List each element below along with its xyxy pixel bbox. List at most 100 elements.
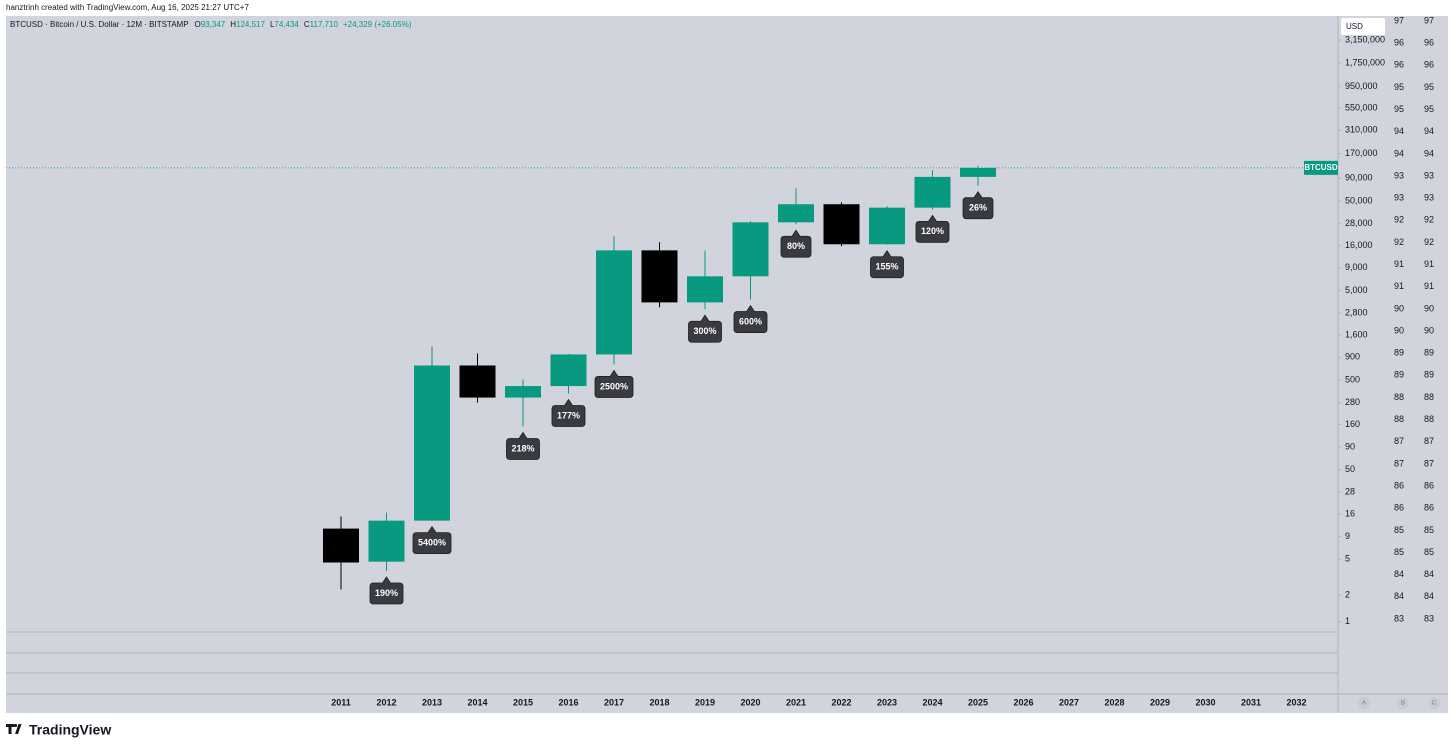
indicator-scale-label: 89 [1424, 348, 1434, 358]
x-tick-label: 2026 [1013, 697, 1033, 707]
candle-body [869, 207, 905, 245]
y-tick-label: 5,000 [1345, 285, 1368, 295]
percent-label: 26% [969, 203, 987, 213]
y-tick-label: 1 [1345, 616, 1350, 626]
x-tick-label: 2018 [649, 697, 669, 707]
y-tick-label: 280 [1345, 397, 1360, 407]
indicator-scale-label: 91 [1424, 281, 1434, 291]
x-tick-label: 2011 [331, 697, 351, 707]
indicator-scale-label: 84 [1394, 591, 1404, 601]
y-tick-label: 28 [1345, 487, 1355, 497]
x-tick-label: 2022 [831, 697, 851, 707]
y-tick-label: 1,750,000 [1345, 57, 1385, 67]
candle-body [550, 354, 587, 387]
percent-bubble: 26% [962, 190, 994, 220]
y-tick-label: 2 [1345, 589, 1350, 599]
candle-body [914, 176, 951, 208]
y-tick-label: 9,000 [1345, 262, 1368, 272]
indicator-scale-label: 92 [1424, 215, 1434, 225]
percent-bubble: 218% [506, 431, 540, 460]
currency-box[interactable] [1341, 18, 1385, 35]
indicator-scale-label: 88 [1424, 392, 1434, 402]
y-tick-label: 9 [1345, 531, 1350, 541]
y-tick-label: 2,800 [1345, 308, 1368, 318]
bubble-shape [870, 250, 904, 279]
indicator-scale-label: 96 [1424, 38, 1434, 48]
y-tick-label: 50,000 [1345, 196, 1373, 206]
scale-button[interactable] [1428, 697, 1440, 709]
indicator-scale-label: 83 [1424, 613, 1434, 623]
ohlc-value: 74,434 [274, 20, 299, 29]
scale-button[interactable] [1358, 697, 1370, 709]
x-tick-label: 2025 [968, 697, 988, 707]
indicator-scale-label: 85 [1424, 547, 1434, 557]
x-tick-label: 2024 [922, 697, 942, 707]
indicator-scale-label: 92 [1424, 237, 1434, 247]
symbol: BTCUSD · Bitcoin / U.S. Dollar · 12M · B… [10, 20, 189, 29]
ohlc-legend: O 93,347 H 124,517 L 74,434 C 117,710 +24,329 (+… [195, 20, 412, 29]
indicator-scale-label: 85 [1394, 547, 1404, 557]
scale-button-label[interactable]: B [1401, 701, 1405, 707]
indicator-scale-label: 86 [1424, 480, 1434, 490]
bubble-shape [412, 525, 452, 555]
indicator-scale-label: 84 [1394, 569, 1404, 579]
indicator-scale-label: 91 [1394, 259, 1404, 269]
x-tick-label: 2020 [740, 697, 760, 707]
x-tick-label: 2032 [1286, 697, 1306, 707]
indicator-scale-label: 87 [1394, 458, 1404, 468]
price-label: BTCUSD [1304, 163, 1338, 172]
logo-dot [13, 723, 18, 728]
currency[interactable]: USD [1346, 22, 1363, 31]
indicator-scale-label: 96 [1424, 60, 1434, 70]
scale-button[interactable] [1397, 697, 1409, 709]
indicator-scale-label: 95 [1394, 82, 1404, 92]
x-tick-label: 2012 [376, 697, 396, 707]
x-tick-label: 2027 [1059, 697, 1079, 707]
ohlc-label: H [230, 20, 236, 29]
indicator-scale-label: 87 [1394, 436, 1404, 446]
x-tick-label: 2021 [786, 697, 806, 707]
indicator-scale-label: 92 [1394, 215, 1404, 225]
candle-body [414, 365, 450, 521]
indicator-scale-label: 88 [1394, 392, 1404, 402]
percent-label: 218% [511, 443, 534, 453]
indicator-scale-label: 87 [1424, 458, 1434, 468]
percent-bubble: 600% [733, 304, 768, 333]
scale-button-label[interactable]: A [1362, 701, 1366, 707]
indicator-scale-label: 93 [1424, 170, 1434, 180]
percent-bubble: 190% [369, 576, 404, 605]
change: +24,329 (+26.05%) [343, 20, 412, 29]
indicator-scale-label: 89 [1394, 348, 1404, 358]
bubble-shape [688, 314, 722, 343]
chart-background [6, 16, 1448, 713]
scale-button-label[interactable]: C [1432, 701, 1437, 707]
percent-bubble: 80% [780, 229, 812, 258]
indicator-scale-label: 91 [1394, 281, 1404, 291]
x-tick-label: 2019 [695, 697, 715, 707]
y-tick-label: 1,600 [1345, 329, 1368, 339]
candle-body [732, 222, 769, 277]
ohlc-value: 93,347 [201, 20, 226, 29]
candle-body [368, 520, 405, 562]
percent-label: 5400% [418, 538, 446, 548]
y-tick-label: 160 [1345, 419, 1360, 429]
candle-body [778, 204, 814, 223]
x-tick-label: 2023 [877, 697, 897, 707]
x-tick-label: 2013 [422, 697, 442, 707]
indicator-scale-label: 96 [1394, 60, 1404, 70]
indicator-scale-label: 93 [1424, 193, 1434, 203]
x-tick-label: 2030 [1195, 697, 1215, 707]
logo-mark [6, 724, 22, 734]
indicator-scale-label: 94 [1424, 126, 1434, 136]
indicator-scale-label: 86 [1394, 480, 1404, 490]
percent-bubble: 300% [688, 314, 722, 343]
indicator-scale-label: 93 [1394, 193, 1404, 203]
indicator-scale-label: 84 [1424, 591, 1434, 601]
indicator-scale-label: 94 [1394, 148, 1404, 158]
percent-label: 2500% [600, 381, 628, 391]
indicator-scale-label: 84 [1424, 569, 1434, 579]
indicator-scale-label: 91 [1424, 259, 1434, 269]
indicator-scale-label: 92 [1394, 237, 1404, 247]
